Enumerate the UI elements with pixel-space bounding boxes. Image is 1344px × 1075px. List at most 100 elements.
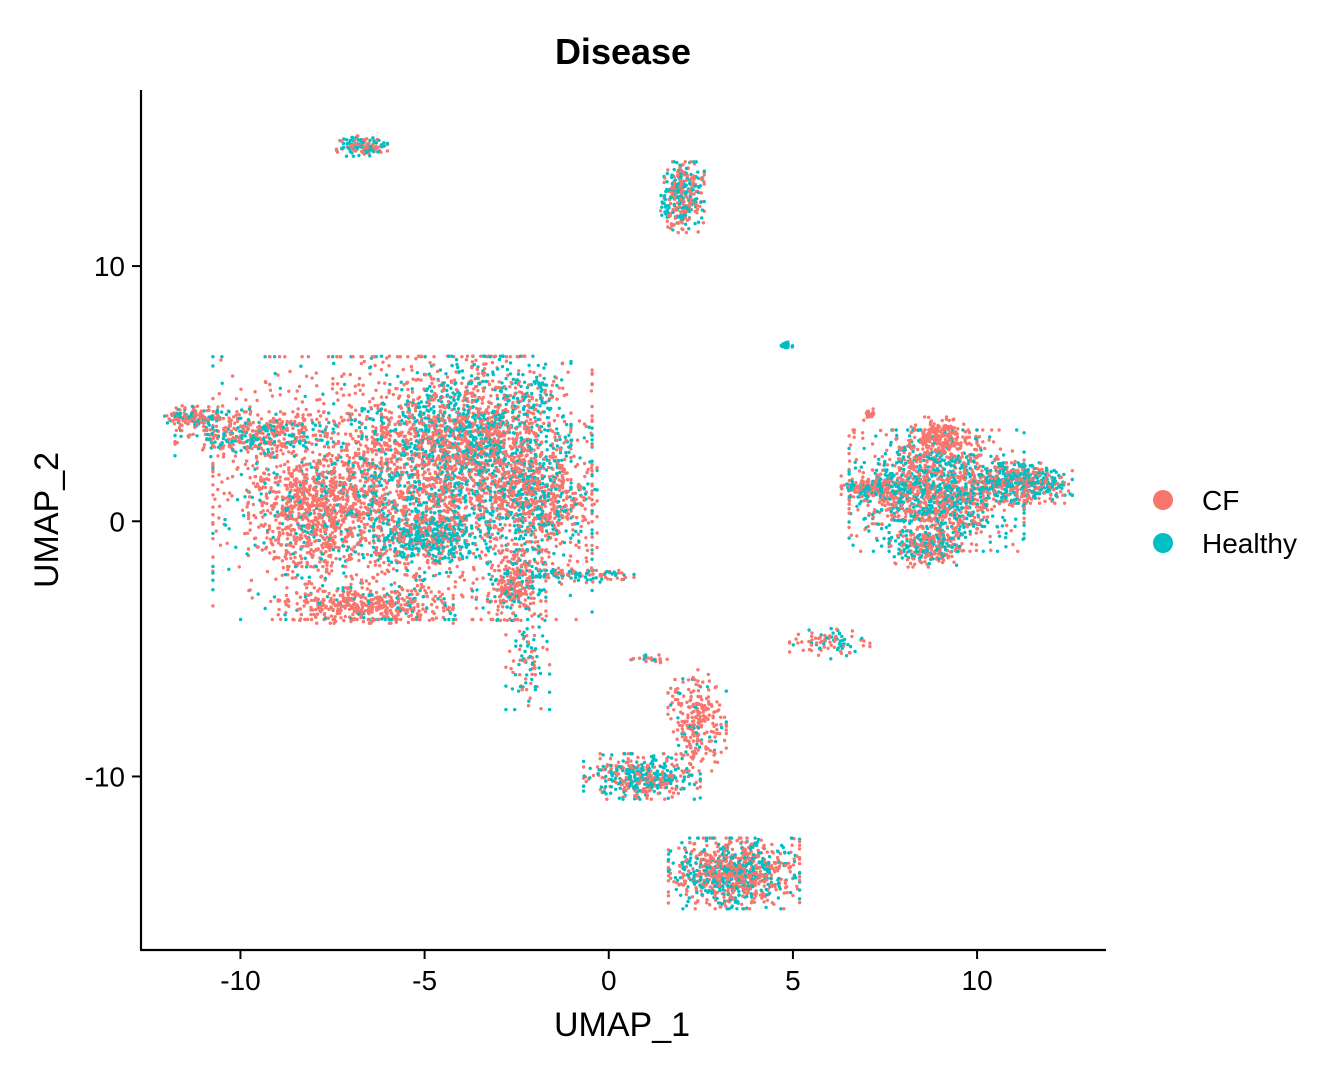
- scatter-point-cf: [1043, 499, 1047, 503]
- scatter-point-healthy: [447, 617, 451, 622]
- scatter-point-cf: [590, 543, 594, 548]
- scatter-point-cf: [365, 137, 369, 141]
- scatter-point-cf: [235, 419, 240, 424]
- scatter-point-healthy: [604, 779, 608, 783]
- scatter-point-cf: [546, 465, 551, 470]
- scatter-point-cf: [280, 559, 285, 563]
- scatter-point-healthy: [909, 514, 913, 518]
- scatter-point-cf: [287, 466, 291, 470]
- scatter-point-cf: [543, 504, 547, 509]
- scatter-point-cf: [848, 651, 852, 655]
- scatter-point-cf: [641, 756, 646, 760]
- scatter-point-healthy: [1022, 511, 1026, 515]
- scatter-point-healthy: [497, 357, 502, 362]
- scatter-point-cf: [500, 544, 504, 548]
- scatter-point-cf: [247, 495, 252, 499]
- scatter-point-cf: [482, 362, 486, 366]
- scatter-point-healthy: [511, 377, 515, 381]
- scatter-point-cf: [490, 574, 494, 578]
- scatter-point-cf: [666, 894, 671, 898]
- scatter-point-cf: [359, 488, 363, 492]
- scatter-point-healthy: [314, 442, 318, 447]
- scatter-point-cf: [427, 423, 431, 428]
- scatter-point-cf: [724, 836, 728, 840]
- scatter-point-cf: [351, 520, 355, 524]
- scatter-point-healthy: [521, 536, 526, 541]
- scatter-point-cf: [262, 500, 266, 505]
- scatter-point-healthy: [713, 884, 717, 888]
- scatter-point-healthy: [377, 138, 381, 142]
- scatter-point-cf: [504, 599, 509, 603]
- scatter-point-cf: [492, 456, 497, 460]
- scatter-point-healthy: [403, 415, 408, 419]
- scatter-point-cf: [861, 436, 865, 440]
- scatter-point-cf: [451, 621, 455, 625]
- scatter-point-cf: [739, 836, 743, 840]
- scatter-point-cf: [923, 560, 927, 564]
- scatter-point-cf: [424, 591, 428, 595]
- scatter-point-cf: [1022, 520, 1026, 525]
- scatter-point-healthy: [263, 606, 267, 611]
- scatter-point-cf: [246, 511, 251, 515]
- scatter-point-cf: [438, 480, 442, 485]
- scatter-point-cf: [559, 521, 564, 526]
- scatter-point-cf: [958, 470, 962, 475]
- scatter-point-cf: [396, 493, 401, 497]
- scatter-point-healthy: [957, 508, 961, 512]
- scatter-point-healthy: [547, 672, 552, 676]
- scatter-point-healthy: [696, 725, 701, 730]
- scatter-point-healthy: [590, 528, 594, 532]
- scatter-point-cf: [498, 618, 503, 623]
- scatter-point-healthy: [516, 372, 521, 376]
- scatter-point-healthy: [557, 580, 562, 584]
- scatter-point-cf: [261, 448, 265, 453]
- scatter-point-cf: [657, 653, 661, 657]
- scatter-point-cf: [475, 577, 479, 581]
- scatter-point-cf: [666, 712, 670, 716]
- scatter-point-cf: [586, 467, 590, 472]
- scatter-point-healthy: [582, 436, 586, 440]
- scatter-point-cf: [815, 641, 819, 645]
- scatter-point-cf: [508, 385, 512, 389]
- scatter-point-cf: [990, 428, 994, 432]
- scatter-point-cf: [508, 649, 512, 653]
- scatter-point-cf: [410, 368, 414, 372]
- scatter-point-cf: [394, 620, 398, 624]
- scatter-point-cf: [222, 491, 226, 496]
- scatter-point-cf: [518, 673, 522, 677]
- scatter-point-cf: [555, 397, 559, 401]
- scatter-point-cf: [240, 508, 245, 512]
- scatter-point-cf: [445, 375, 450, 379]
- scatter-point-cf: [383, 408, 388, 412]
- scatter-point-healthy: [283, 613, 287, 617]
- scatter-point-healthy: [367, 503, 371, 507]
- scatter-point-cf: [284, 593, 289, 598]
- scatter-point-cf: [501, 605, 505, 609]
- scatter-point-cf: [414, 357, 418, 361]
- scatter-point-cf: [552, 419, 557, 423]
- scatter-point-cf: [699, 889, 703, 893]
- scatter-point-cf: [359, 443, 363, 447]
- scatter-point-cf: [536, 539, 540, 544]
- scatter-point-cf: [632, 575, 636, 580]
- scatter-point-healthy: [457, 369, 461, 374]
- scatter-point-cf: [545, 647, 549, 652]
- scatter-point-cf: [943, 437, 948, 442]
- scatter-point-healthy: [589, 578, 593, 582]
- scatter-point-cf: [945, 525, 950, 529]
- scatter-point-healthy: [512, 524, 517, 528]
- scatter-point-cf: [351, 355, 355, 359]
- scatter-point-healthy: [523, 649, 527, 654]
- scatter-point-cf: [400, 518, 404, 522]
- scatter-point-healthy: [1015, 428, 1019, 432]
- scatter-point-cf: [285, 419, 289, 424]
- scatter-point-cf: [365, 552, 370, 557]
- scatter-point-healthy: [675, 160, 679, 165]
- scatter-point-cf: [857, 469, 862, 473]
- scatter-point-cf: [300, 400, 305, 404]
- scatter-point-cf: [671, 730, 676, 734]
- scatter-point-cf: [685, 745, 689, 749]
- scatter-point-cf: [322, 402, 326, 406]
- scatter-point-healthy: [930, 474, 934, 478]
- scatter-point-healthy: [303, 594, 308, 599]
